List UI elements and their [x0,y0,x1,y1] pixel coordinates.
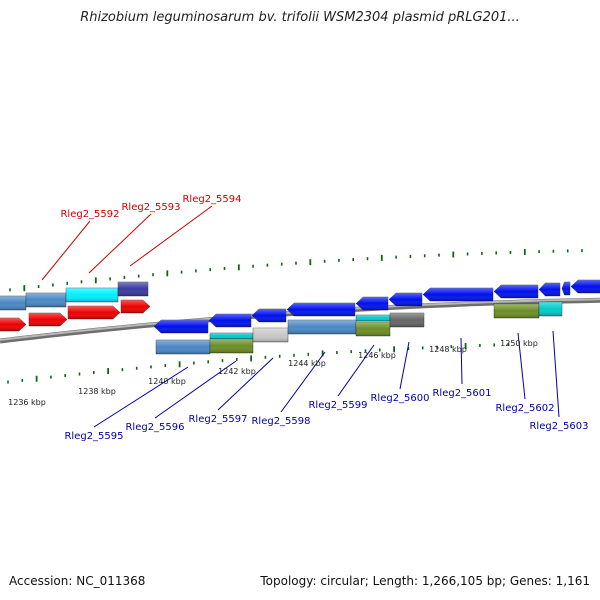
gene-domain-bar-shading [494,304,539,318]
gene-features [0,279,600,355]
gene-domain-bar-shading [210,333,253,339]
gene-label-rleg2-5599[interactable]: Rleg2_5599 [308,400,367,411]
forward-gene-bar-shading [0,296,26,310]
kbp-label: 1244 kbp [288,359,326,368]
reverse-gene-arrow-shading [571,280,600,293]
gene-label-rleg2-5598[interactable]: Rleg2_5598 [251,416,310,427]
gene-domain-bar-shading [156,340,210,354]
gene-label-rleg2-5597[interactable]: Rleg2_5597 [188,414,247,425]
label-leader-line [129,205,213,267]
topology-info-text: Topology: circular; Length: 1,266,105 bp… [260,574,590,588]
gene-domain-bar-shading [539,302,562,316]
kbp-label: 1246 kbp [358,351,396,360]
gene-label-rleg2-5593[interactable]: Rleg2_5593 [121,202,180,213]
kbp-label: 1240 kbp [148,377,186,386]
reverse-gene-arrow-shading [423,288,493,301]
gene-label-lines [41,205,560,428]
label-leader-line [552,330,560,418]
label-leader-line [517,332,526,400]
label-leader-line [93,366,189,428]
gene-label-rleg2-5592[interactable]: Rleg2_5592 [60,209,119,220]
gene-label-rleg2-5600[interactable]: Rleg2_5600 [370,393,429,404]
forward-gene-arrow-shading [29,313,67,326]
kbp-label: 1248 kbp [429,345,467,354]
label-leader-line [88,213,152,274]
label-leader-line [41,220,91,281]
gene-label-rleg2-5602[interactable]: Rleg2_5602 [495,403,554,414]
reverse-gene-arrow-shading [356,297,388,310]
forward-gene-arrow-shading [121,300,150,313]
kbp-label: 1236 kbp [8,398,46,407]
gene-label-rleg2-5601[interactable]: Rleg2_5601 [432,388,491,399]
kbp-label: 1242 kbp [218,367,256,376]
gene-label-rleg2-5603[interactable]: Rleg2_5603 [529,421,588,432]
gene-domain-bar-shading [390,313,424,327]
gene-domain-bar-shading [356,315,390,321]
reverse-gene-arrow-shading [562,282,570,295]
reverse-gene-arrow-shading [209,314,251,327]
label-leader-line [217,357,274,411]
label-leader-line [399,341,410,390]
label-leader-line [154,360,237,419]
tick-marks [7,249,583,384]
kbp-labels: 1236 kbp 1238 kbp 1240 kbp 1242 kbp 1244 kbp… [8,339,538,407]
forward-gene-bar-shading [66,288,118,302]
reverse-gene-arrow-shading [539,283,560,296]
reverse-gene-arrow-shading [252,309,286,322]
gene-label-rleg2-5595[interactable]: Rleg2_5595 [64,431,123,442]
gene-domain-bar-shading [288,320,356,334]
reverse-gene-arrow-shading [494,285,538,298]
label-leader-line [280,351,326,413]
kbp-label: 1250 kbp [500,339,538,348]
gene-domain-bar-shading [210,339,253,353]
forward-gene-bar-shading [26,293,66,307]
page-title: Rhizobium leguminosarum bv. trifolii WSM… [80,10,520,25]
reverse-gene-arrow-shading [389,293,422,306]
reverse-gene-arrow-shading [287,303,355,316]
label-leader-line [337,344,375,397]
gene-label-rleg2-5594[interactable]: Rleg2_5594 [182,194,241,205]
reverse-gene-arrow-shading [154,320,208,333]
forward-gene-bar-shading [118,282,148,296]
accession-text: Accession: NC_011368 [9,574,146,588]
forward-gene-arrow-shading [0,318,26,331]
gene-domain-bar-shading [356,322,390,336]
label-leader-line [460,337,463,385]
gene-label-rleg2-5596[interactable]: Rleg2_5596 [125,422,184,433]
gene-domain-bar-shading [253,328,288,342]
forward-gene-arrow-shading [68,306,120,319]
kbp-label: 1238 kbp [78,387,116,396]
